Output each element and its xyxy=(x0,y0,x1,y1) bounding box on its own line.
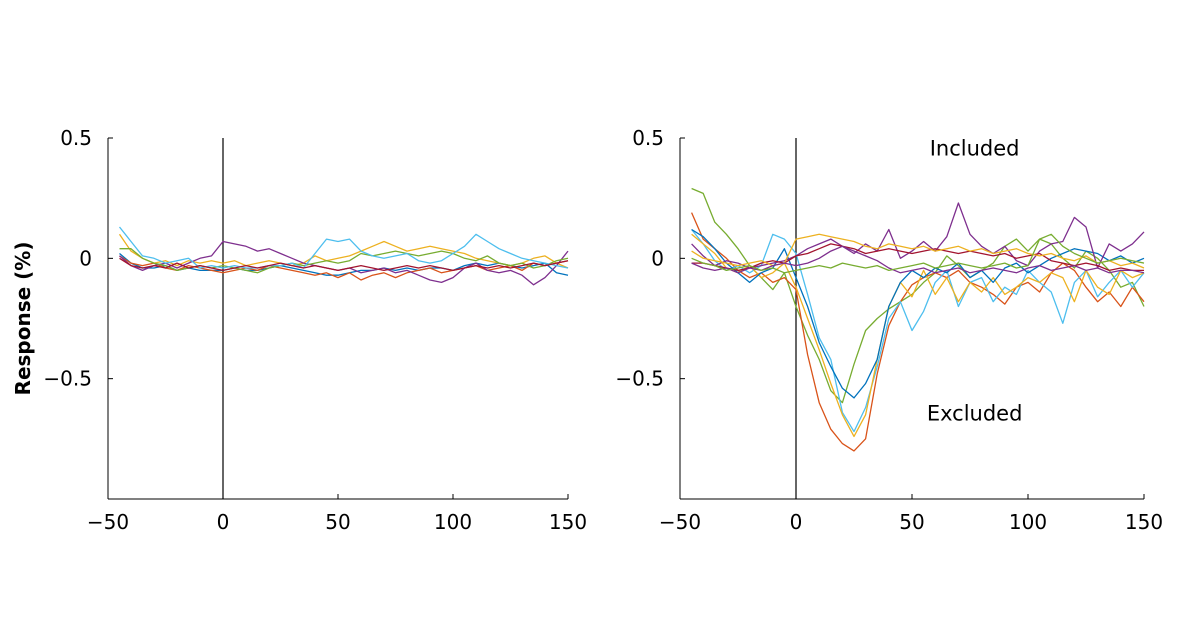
series-line xyxy=(119,257,569,272)
x-tick-label: 100 xyxy=(434,510,472,534)
series-line xyxy=(691,233,1145,438)
y-tick-label: 0.5 xyxy=(60,126,92,150)
y-tick-label: 0 xyxy=(651,246,664,270)
x-tick-label: 100 xyxy=(1009,510,1047,534)
series-line xyxy=(118,226,569,269)
right-panel: −50 0 50 100 150 0.5 0 −0.5 Included Excluded xyxy=(615,126,1163,534)
series-line xyxy=(691,187,1145,404)
series-line xyxy=(691,233,1145,269)
series-line xyxy=(691,243,1144,272)
series-line xyxy=(691,202,1145,269)
x-tick-label: 50 xyxy=(325,510,350,534)
x-tick-label: −50 xyxy=(659,510,701,534)
y-tick-label: 0.5 xyxy=(632,126,664,150)
y-tick-label: −0.5 xyxy=(43,367,92,391)
x-tick-label: 0 xyxy=(217,510,230,534)
series-line xyxy=(691,233,1145,274)
x-tick-label: 150 xyxy=(549,510,587,534)
x-tick-label: 0 xyxy=(790,510,803,534)
y-tick-label: −0.5 xyxy=(615,367,664,391)
annotation-excluded: Excluded xyxy=(927,401,1023,425)
series-line xyxy=(691,228,1145,399)
series-line xyxy=(691,212,1145,452)
x-tick-label: 150 xyxy=(1125,510,1163,534)
series-line xyxy=(691,245,1145,274)
y-tick-label: 0 xyxy=(79,246,92,270)
series-line xyxy=(118,233,569,269)
left-panel: −50 0 50 100 150 0.5 0 −0.5 Response (%) xyxy=(11,126,587,534)
series-line xyxy=(691,229,1145,433)
x-tick-label: −50 xyxy=(87,510,129,534)
series-line xyxy=(119,253,569,276)
y-axis-title: Response (%) xyxy=(11,242,35,396)
annotation-included: Included xyxy=(930,137,1020,161)
x-tick-label: 50 xyxy=(899,510,924,534)
